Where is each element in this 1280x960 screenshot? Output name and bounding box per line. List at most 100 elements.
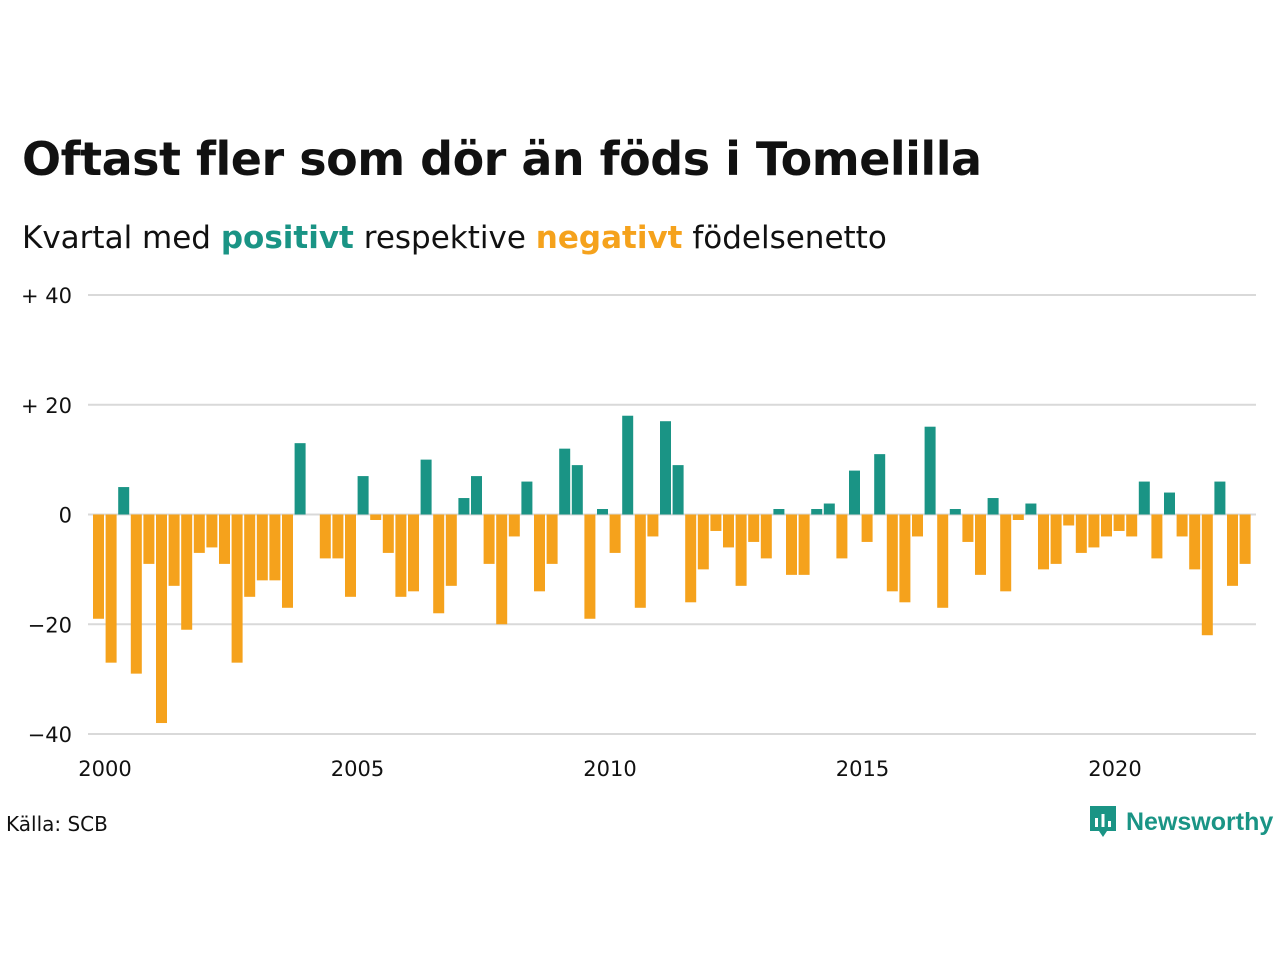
bar-2011K2 [660,421,671,515]
bar-2018K1 [1000,514,1012,592]
bar-2019K1 [1050,514,1062,564]
bar-2005K3 [370,514,382,520]
bar-2019K4 [1088,514,1100,548]
bar-2022K1 [1201,514,1213,636]
bar-2002K3 [219,514,230,564]
bar-2019K2 [1063,514,1075,526]
subtitle-positive-word: positivt [220,220,354,256]
bar-2017K3 [975,514,986,575]
bar-2015K3 [874,454,886,515]
bar-2006K3 [420,459,432,515]
bar-2020K3 [1126,514,1138,537]
bar-2012K3 [723,514,734,548]
bar-2013K3 [773,509,785,515]
bar-2021K1 [1151,514,1163,559]
x-tick-label: 2020 [1088,757,1141,781]
bar-2007K3 [471,476,482,515]
bar-2006K1 [395,514,407,597]
source-note: Källa: SCB [6,812,108,836]
bar-2008K2 [508,514,520,537]
bar-2013K2 [760,514,772,559]
bar-2005K2 [357,476,369,515]
bar-2019K3 [1075,514,1087,553]
bar-2011K1 [647,514,659,537]
subtitle-middle: respektive [363,220,526,256]
bar-2008K1 [496,514,508,625]
bar-2003K3 [269,514,281,581]
bar-2014K1 [798,514,810,575]
bar-2017K2 [962,514,974,542]
bar-2009K3 [571,465,583,515]
x-tick-label: 2010 [583,757,636,781]
bar-2022K2 [1214,481,1226,515]
bar-2007K2 [458,498,470,515]
bar-2005K1 [345,514,356,597]
bar-2004K1 [294,443,306,515]
bar-2004K3 [319,514,331,559]
bar-2016K2 [912,514,923,537]
bar-2000K1 [93,514,104,619]
bar-2018K3 [1025,503,1037,515]
bar-2016K3 [924,426,936,515]
bar-2003K2 [256,514,268,581]
bar-chart: + 40 + 20 0 −20 −40 2000 2005 2010 2015 2020 [21,284,1256,781]
bar-2015K4 [886,514,898,592]
y-tick-label: 0 [59,504,72,528]
bar-2012K2 [710,514,722,531]
y-tick-label: + 40 [21,284,72,308]
bar-2014K2 [811,509,823,515]
bar-2009K2 [559,448,571,515]
y-tick-label: −40 [28,723,72,747]
bar-2000K4 [130,514,142,674]
bar-2014K3 [823,503,835,515]
bar-2017K1 [949,509,961,515]
bar-2020K2 [1113,514,1125,531]
x-tick-label: 2015 [836,757,889,781]
bar-2017K4 [987,498,999,515]
y-tick-label: −20 [28,613,72,637]
bar-2010K2 [609,514,621,553]
bar-2002K1 [193,514,205,553]
bar-2013K4 [786,514,797,575]
bars [93,415,1251,724]
bar-2001K1 [143,514,155,564]
x-tick-label: 2000 [78,757,131,781]
bar-2001K3 [168,514,180,586]
brand-logo: Newsworthy [1088,804,1273,840]
bar-2021K4 [1189,514,1201,570]
x-tick-label: 2005 [331,757,384,781]
subtitle-suffix: födelsenetto [692,220,887,256]
bar-2010K1 [597,509,608,515]
bar-2022K4 [1239,514,1251,564]
bar-2016K1 [899,514,911,603]
bar-2004K4 [332,514,344,559]
bar-2006K4 [433,514,445,614]
subtitle-prefix: Kvartal med [22,220,211,256]
bar-2008K3 [521,481,533,515]
bar-2015K2 [861,514,873,542]
bar-2001K2 [156,514,167,724]
subtitle-negative-word: negativt [535,220,683,256]
bar-2021K3 [1176,514,1188,537]
chart-title: Oftast fler som dör än föds i Tomelilla [22,132,982,186]
bar-2003K4 [282,514,293,608]
bar-2010K4 [634,514,646,608]
bar-2020K4 [1138,481,1150,515]
bar-2010K3 [622,415,634,515]
bar-2016K4 [937,514,949,608]
bar-2014K4 [836,514,848,559]
bar-chart-speech-bubble-icon [1090,806,1116,837]
bar-2011K3 [672,465,684,515]
bar-2009K4 [584,514,596,619]
bar-2013K1 [748,514,760,542]
x-axis-ticks: 2000 2005 2010 2015 2020 [78,757,1141,781]
y-axis-ticks: + 40 + 20 0 −20 −40 [21,284,72,747]
bar-2000K3 [118,487,130,515]
bar-2022K3 [1227,514,1238,586]
bar-2008K4 [534,514,545,592]
bar-2005K4 [382,514,394,553]
bar-2011K4 [685,514,697,603]
chart-subtitle: Kvartal med positivt respektive negativt… [22,220,887,256]
bar-2012K1 [697,514,709,570]
bar-2021K2 [1164,492,1175,515]
